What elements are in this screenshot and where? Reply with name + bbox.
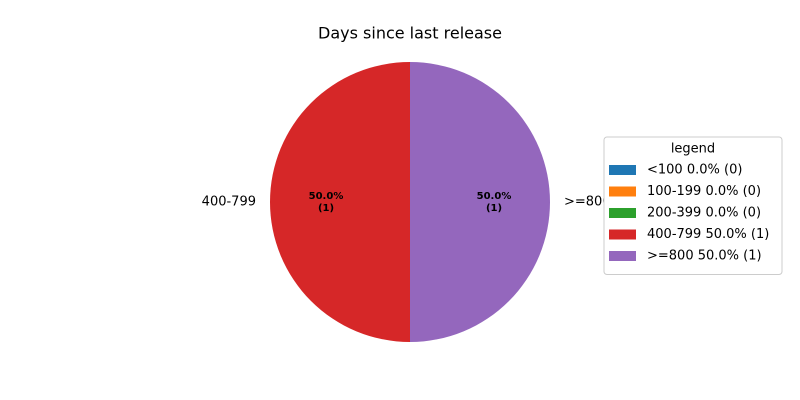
legend-label: 200-399 0.0% (0)	[647, 206, 761, 221]
value-label: (1)	[486, 203, 502, 214]
legend-label: 100-199 0.0% (0)	[647, 184, 761, 199]
legend-label: >=800 50.0% (1)	[647, 249, 762, 264]
slice-label: 400-799	[202, 195, 256, 210]
value-label: 50.0%	[477, 191, 512, 202]
pie-slice	[270, 62, 410, 342]
legend-box	[603, 136, 783, 275]
legend-title: legend	[671, 142, 715, 157]
chart-title: Days since last release	[318, 24, 502, 43]
pie-slice	[410, 62, 550, 342]
legend-swatch	[609, 186, 636, 197]
value-label: (1)	[318, 203, 334, 214]
value-label: 50.0%	[309, 191, 344, 202]
legend-swatch	[609, 229, 636, 240]
legend-label: 400-799 50.0% (1)	[647, 227, 769, 242]
slice-label: >=800	[564, 195, 611, 210]
legend-swatch	[609, 165, 636, 175]
legend-swatch	[609, 251, 636, 261]
legend-swatch	[609, 208, 636, 218]
legend-label: <100 0.0% (0)	[647, 163, 742, 178]
